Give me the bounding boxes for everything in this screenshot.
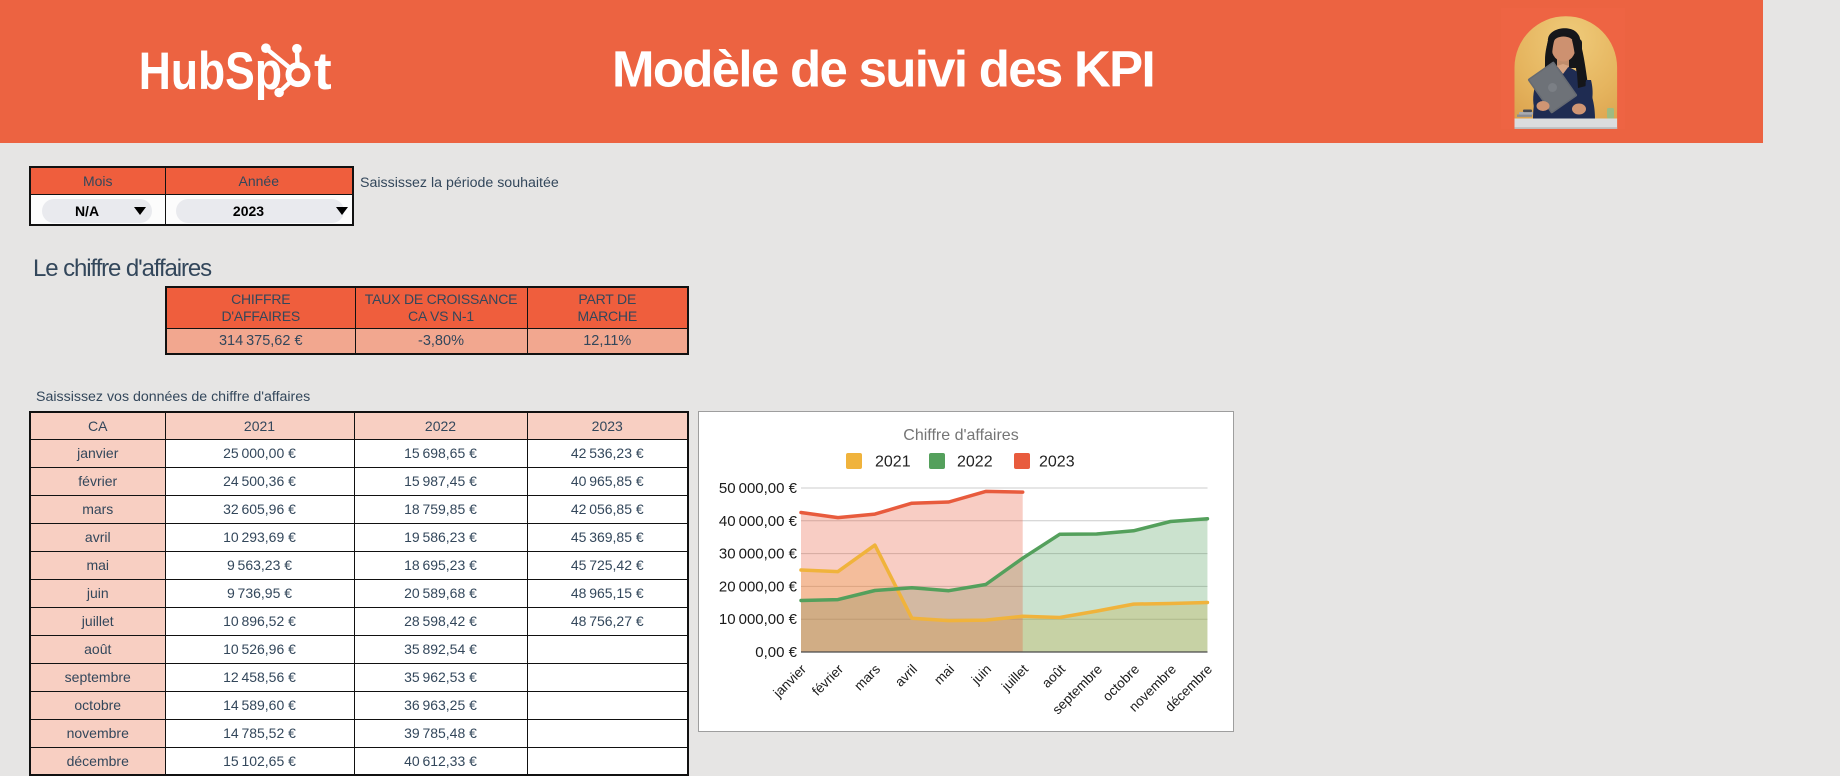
svg-text:HubSp: HubSp xyxy=(139,42,282,101)
svg-text:0,00 €: 0,00 € xyxy=(755,644,797,661)
svg-text:2021: 2021 xyxy=(875,454,911,471)
svg-text:juillet: juillet xyxy=(998,661,1031,694)
svg-text:mai: mai xyxy=(931,662,957,688)
svg-text:2023: 2023 xyxy=(1039,454,1075,471)
svg-text:40 000,00 €: 40 000,00 € xyxy=(719,513,798,530)
svg-text:janvier: janvier xyxy=(770,661,810,701)
svg-text:20 000,00 €: 20 000,00 € xyxy=(719,578,798,595)
svg-text:février: février xyxy=(809,661,846,698)
svg-text:30 000,00 €: 30 000,00 € xyxy=(719,546,798,563)
svg-text:avril: avril xyxy=(892,662,920,690)
svg-text:mars: mars xyxy=(851,661,883,693)
svg-text:Chiffre d'affaires: Chiffre d'affaires xyxy=(903,427,1018,444)
svg-text:50 000,00 €: 50 000,00 € xyxy=(719,480,798,497)
svg-text:2022: 2022 xyxy=(957,454,993,471)
svg-text:t: t xyxy=(314,42,332,101)
svg-text:août: août xyxy=(1039,661,1068,690)
svg-text:juin: juin xyxy=(968,662,994,688)
svg-text:10 000,00 €: 10 000,00 € xyxy=(719,611,798,628)
